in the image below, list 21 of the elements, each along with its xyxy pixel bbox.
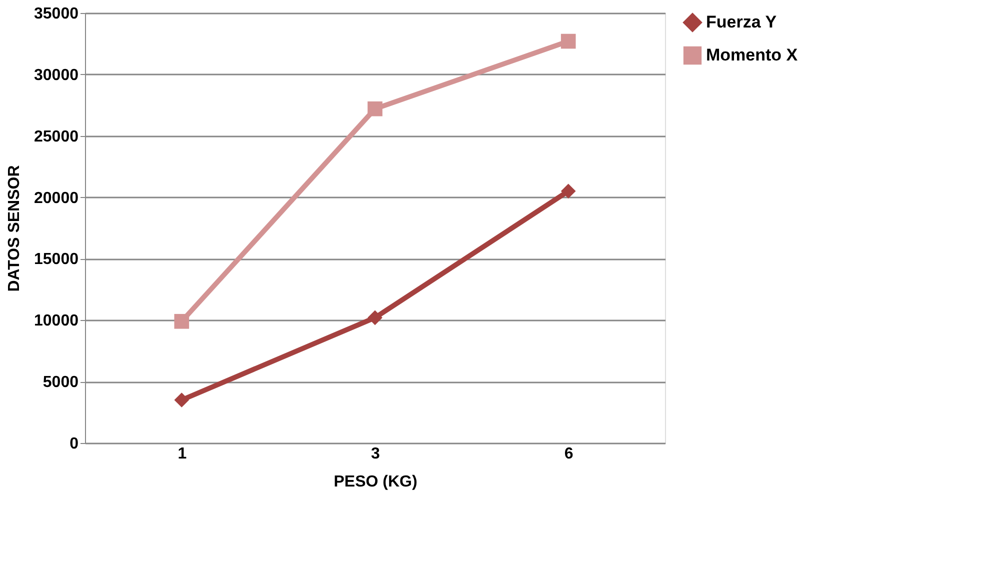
x-tick-label: 6 (564, 446, 574, 462)
legend-label: Fuerza Y (706, 12, 778, 32)
point (368, 101, 382, 116)
point (560, 184, 576, 199)
legend-label: Momento X (706, 46, 798, 64)
y-tick-label: 0 (70, 436, 79, 452)
point (174, 392, 190, 408)
x-tick-label: 1 (178, 446, 187, 462)
point (174, 314, 190, 329)
y-tick-label: 15000 (34, 251, 79, 268)
y-tick-label: 10000 (34, 312, 79, 330)
y-axis-title: DATOS SENSOR (6, 164, 24, 292)
y-tick-label: 30000 (34, 66, 79, 84)
x-tick-label: 3 (371, 446, 380, 462)
point (368, 310, 382, 326)
x-axis-title: PESO (KG) (334, 474, 418, 490)
point (560, 34, 576, 49)
y-tick-label: 25000 (34, 128, 79, 146)
y-tick-label: 35000 (34, 6, 79, 22)
y-tick-label: 20000 (34, 190, 79, 207)
y-tick-label: 5000 (42, 374, 79, 392)
